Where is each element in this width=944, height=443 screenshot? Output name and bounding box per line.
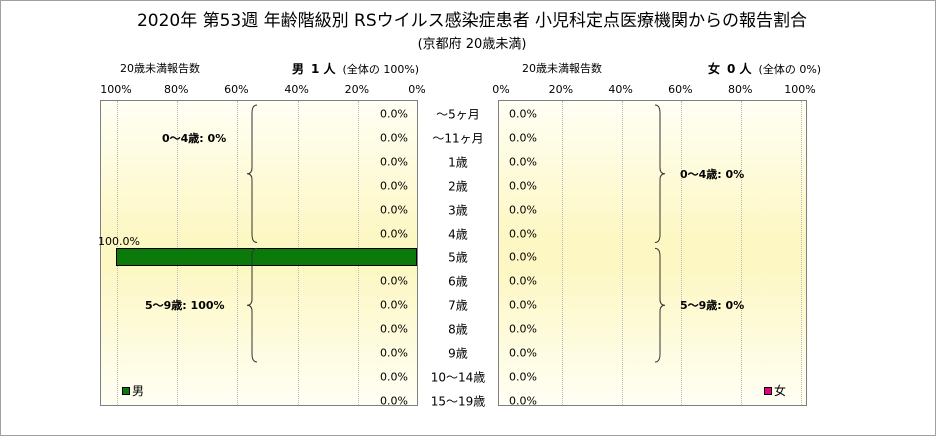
male-sex-label: 男 bbox=[292, 62, 305, 76]
left-tick-label: 80% bbox=[163, 83, 189, 96]
male-value-label: 0.0% bbox=[380, 227, 408, 240]
female-value-label: 0.0% bbox=[509, 250, 537, 264]
male-value-label: 0.0% bbox=[380, 322, 408, 336]
male-count: 1 人 bbox=[311, 62, 336, 76]
male-bar bbox=[116, 248, 417, 267]
female-plot-area bbox=[498, 100, 807, 406]
female-value-label: 0.0% bbox=[509, 346, 537, 360]
chart-frame bbox=[0, 0, 936, 436]
right-tick-label: 20% bbox=[548, 83, 574, 96]
male-legend-swatch bbox=[122, 386, 130, 395]
female-0-4-annotation: 0～4歳: 0% bbox=[680, 167, 745, 181]
male-value-label: 100.0% bbox=[98, 235, 140, 249]
female-value-label: 0.0% bbox=[509, 227, 537, 240]
female-value-label: 0.0% bbox=[509, 131, 537, 145]
right-gridline bbox=[741, 101, 743, 405]
male-legend: 男 bbox=[122, 382, 144, 399]
male-legend-label: 男 bbox=[132, 384, 145, 398]
chart-subtitle: (京都府 20歳未満) bbox=[417, 37, 527, 52]
age-category-label: ～11ヶ月 bbox=[432, 131, 484, 146]
age-category-label: 2歳 bbox=[448, 179, 468, 194]
female-value-label: 0.0% bbox=[509, 107, 537, 121]
female-value-label: 0.0% bbox=[509, 394, 537, 408]
left-tick-label: 100% bbox=[100, 83, 132, 96]
male-value-label: 0.0% bbox=[380, 131, 408, 145]
male-value-label: 0.0% bbox=[380, 274, 408, 288]
age-category-label: 4歳 bbox=[448, 227, 468, 241]
female-value-label: 0.0% bbox=[509, 370, 537, 384]
right-gridline bbox=[801, 101, 802, 405]
left-tick-label: 60% bbox=[224, 83, 249, 96]
right-tick-label: 40% bbox=[608, 83, 633, 96]
male-value-label: 0.0% bbox=[380, 370, 408, 384]
left-tick-label: 20% bbox=[344, 83, 370, 96]
age-category-label: 9歳 bbox=[448, 346, 468, 361]
female-legend: 女 bbox=[764, 382, 786, 399]
female-value-label: 0.0% bbox=[509, 203, 537, 217]
male-value-label: 0.0% bbox=[380, 107, 408, 121]
right-tick-label: 80% bbox=[727, 83, 753, 96]
right-tick-label: 100% bbox=[784, 83, 816, 96]
right-header-stats: 女 0 人 (全体の 0%) bbox=[708, 60, 821, 77]
age-category-label: 1歳 bbox=[448, 155, 468, 170]
right-gridline bbox=[561, 101, 563, 405]
female-value-label: 0.0% bbox=[509, 179, 537, 193]
age-category-label: ～5ヶ月 bbox=[436, 107, 480, 122]
male-value-label: 0.0% bbox=[380, 155, 408, 169]
female-value-label: 0.0% bbox=[509, 274, 537, 288]
age-category-label: 6歳 bbox=[448, 274, 468, 289]
left-tick-label: 0% bbox=[408, 83, 426, 96]
age-category-label: 5歳 bbox=[448, 250, 468, 265]
female-sex-label: 女 bbox=[708, 62, 721, 76]
age-category-label: 10～14歳 bbox=[430, 370, 486, 385]
male-value-label: 0.0% bbox=[380, 179, 408, 193]
right-gridline bbox=[681, 101, 683, 405]
right-tick-label: 0% bbox=[492, 83, 510, 96]
right-tick-label: 60% bbox=[668, 83, 693, 96]
male-0-4-annotation: 0～4歳: 0% bbox=[162, 131, 227, 145]
age-category-label: 7歳 bbox=[448, 298, 468, 313]
female-value-label: 0.0% bbox=[509, 155, 537, 169]
male-value-label: 0.0% bbox=[380, 203, 408, 217]
age-category-label: 8歳 bbox=[448, 322, 468, 337]
male-value-label: 0.0% bbox=[380, 394, 408, 408]
female-count: 0 人 bbox=[727, 62, 752, 76]
female-share: (全体の 0%) bbox=[758, 63, 822, 76]
female-5-9-annotation: 5～9歳: 0% bbox=[680, 299, 745, 313]
left-header-stats: 男 1 人 (全体の 100%) bbox=[292, 60, 419, 77]
age-category-label: 3歳 bbox=[448, 203, 468, 218]
male-5-9-annotation: 5～9歳: 100% bbox=[145, 299, 225, 313]
male-share: (全体の 100%) bbox=[342, 63, 420, 76]
male-value-label: 0.0% bbox=[380, 346, 408, 360]
chart-title: 2020年 第53週 年齢階級別 RSウイルス感染症患者 小児科定点医療機関から… bbox=[136, 11, 808, 31]
female-value-label: 0.0% bbox=[509, 322, 537, 336]
right-count-caption: 20歳未満報告数 bbox=[522, 62, 602, 75]
right-gridline bbox=[621, 101, 623, 405]
female-value-label: 0.0% bbox=[509, 298, 537, 312]
left-count-caption: 20歳未満報告数 bbox=[120, 62, 200, 75]
male-value-label: 0.0% bbox=[380, 298, 408, 312]
female-legend-label: 女 bbox=[774, 384, 787, 398]
left-tick-label: 40% bbox=[284, 83, 309, 96]
age-category-label: 15～19歳 bbox=[430, 394, 486, 409]
female-legend-swatch bbox=[764, 386, 772, 395]
